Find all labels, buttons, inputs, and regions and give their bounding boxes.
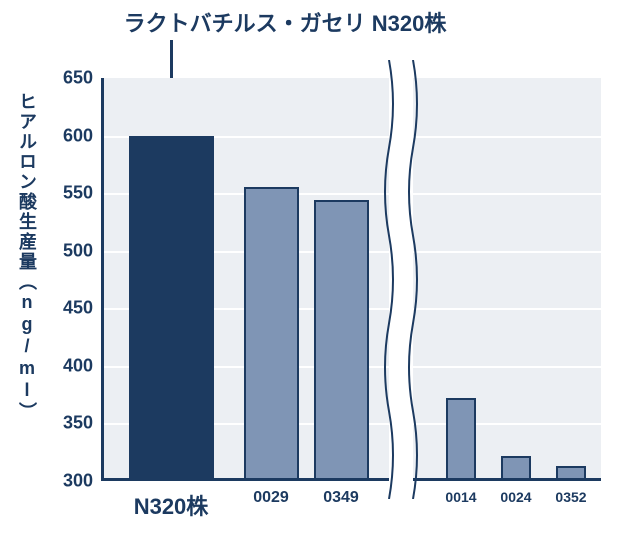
- x-tick-label: 0349: [323, 489, 359, 507]
- y-tick-label: 550: [63, 183, 101, 204]
- y-tick-label: 500: [63, 240, 101, 261]
- bar-N320株: [129, 136, 214, 481]
- chart-container: ラクトバチルス・ガセリ N320株 ヒアルロン酸生産量（ng/ml） 30035…: [0, 0, 624, 538]
- x-tick-label: 0014: [445, 489, 476, 505]
- y-tick-label: 450: [63, 298, 101, 319]
- annotation-title: ラクトバチルス・ガセリ N320株: [110, 6, 460, 38]
- bar-0029: [244, 187, 299, 481]
- y-tick-label: 400: [63, 355, 101, 376]
- axis-break-edge: [405, 60, 421, 499]
- y-tick-label: 600: [63, 125, 101, 146]
- x-axis: [101, 478, 601, 481]
- y-tick-label: 300: [63, 471, 101, 492]
- axis-break-edge: [381, 60, 397, 499]
- x-tick-label: 0024: [500, 489, 531, 505]
- y-axis-label: ヒアルロン酸生産量（ng/ml）: [14, 92, 40, 422]
- x-tick-label: 0352: [555, 489, 586, 505]
- y-axis: [101, 78, 104, 481]
- y-tick-label: 350: [63, 413, 101, 434]
- x-tick-label: N320株: [134, 489, 209, 521]
- bar-0014: [446, 398, 476, 481]
- bar-0349: [314, 200, 369, 481]
- y-tick-label: 650: [63, 68, 101, 89]
- x-tick-label: 0029: [253, 489, 289, 507]
- plot-area: 300350400450500550600650N320株00290349001…: [101, 78, 601, 481]
